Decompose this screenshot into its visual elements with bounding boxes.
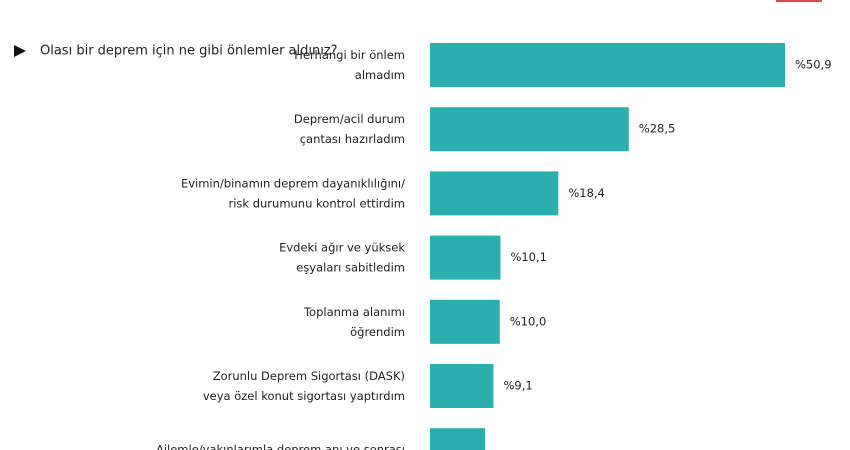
category-label: Toplanma alanımı öğrendim (303, 304, 405, 338)
subtitle: Olası bir deprem için ne gibi önlemler a… (40, 44, 338, 59)
value-label: %50,9 (795, 58, 832, 72)
value-label: %9,1 (503, 379, 532, 393)
bar (430, 364, 494, 408)
bar (430, 235, 501, 280)
bar (430, 107, 629, 152)
category-label: Evimin/binamın deprem dayanıklılığını/ri… (181, 176, 405, 210)
bar (430, 428, 486, 450)
value-label: %10,0 (510, 314, 547, 328)
value-label: %18,4 (568, 186, 605, 200)
value-label: %10,1 (510, 250, 547, 264)
category-label: Ailemle/yakınlarımla deprem anı ve sonra… (156, 443, 405, 450)
bar (430, 171, 559, 216)
category-label: Zorunlu Deprem Sigortası (DASK) veya özel… (203, 369, 405, 403)
value-label: %28,5 (639, 122, 676, 136)
category-label: Herhangi bir önlem almadım (294, 48, 405, 82)
category-label: Evdeki ağır ve yüksek eşyaları sabitledim (279, 240, 405, 274)
bullet-arrow (14, 45, 26, 57)
bar (430, 299, 500, 344)
category-label: Deprem/acil durum çantası hazırladım (294, 112, 405, 146)
logo-fragment (776, 0, 822, 2)
bar (430, 43, 785, 87)
